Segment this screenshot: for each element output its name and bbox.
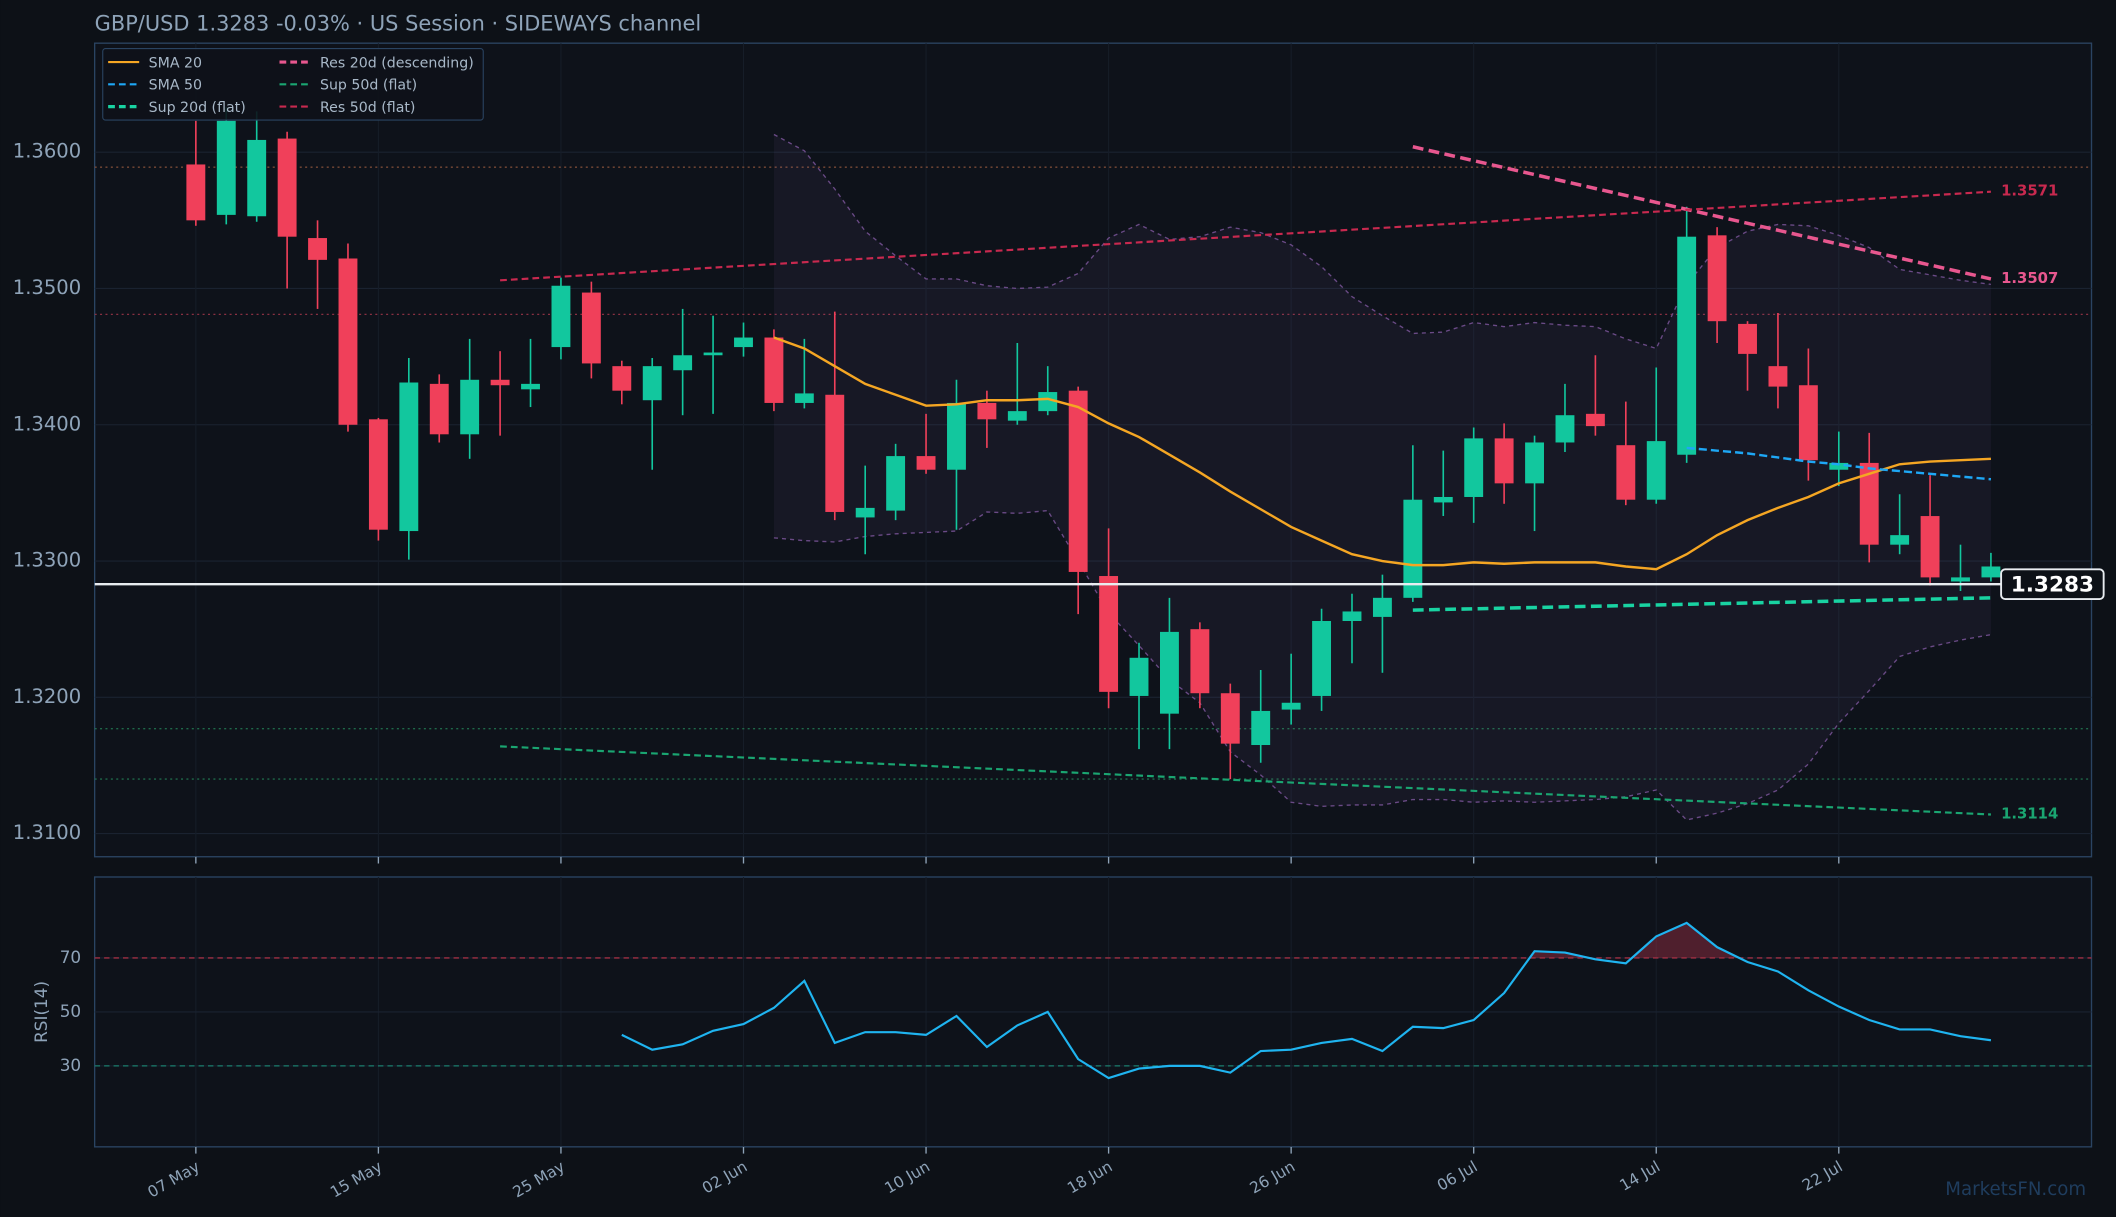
candle-body	[1007, 411, 1027, 421]
candle-body	[186, 164, 206, 221]
candle-body	[460, 379, 480, 435]
overbought-fill	[621, 922, 1991, 958]
y-tick-label: 50	[60, 1001, 81, 1021]
candle-body	[1859, 462, 1879, 545]
candle-body	[1464, 438, 1484, 497]
chart-title: GBP/USD 1.3283 -0.03% · US Session · SID…	[95, 11, 701, 35]
candle-body	[1525, 442, 1544, 484]
y-tick-label: 70	[60, 947, 81, 967]
candle-body	[1433, 496, 1453, 503]
candle-body	[1494, 438, 1514, 484]
candle-body	[551, 285, 571, 348]
y-tick-label: 1.3400	[13, 412, 81, 435]
y-tick-label: 1.3600	[13, 140, 81, 163]
candle-body	[338, 258, 358, 425]
watermark: MarketsFN.com	[1945, 1179, 2086, 1200]
candle-body	[1251, 710, 1271, 746]
candle-body	[399, 382, 419, 532]
candle-body	[642, 366, 662, 401]
trendline	[1412, 145, 1992, 281]
candle-body	[1616, 445, 1636, 500]
candle-body	[977, 402, 997, 420]
candle-body	[1281, 702, 1301, 710]
band-line	[773, 509, 1992, 821]
legend-label: SMA 50	[149, 78, 202, 94]
candle-body	[247, 139, 267, 217]
candle-body	[1798, 385, 1818, 461]
legend-label: Sup 50d (flat)	[320, 78, 417, 94]
trendline	[500, 745, 1991, 816]
candle-body	[308, 238, 327, 260]
rsi-line	[621, 921, 1992, 1080]
candle-body	[1890, 535, 1910, 545]
candle-body	[1951, 577, 1970, 582]
trendline-label: 1.3507	[2001, 270, 2058, 287]
candle-body	[1403, 499, 1423, 598]
trendline	[500, 190, 1991, 282]
last-price-box	[2000, 568, 2105, 600]
candle-body	[1920, 516, 1940, 578]
price-plot	[94, 43, 2092, 857]
trendline-label: 1.3571	[2001, 183, 2058, 200]
y-tick-label: 1.3100	[13, 821, 81, 844]
candle-body	[1738, 323, 1757, 354]
candle-body	[886, 456, 906, 511]
candle-body	[1768, 366, 1788, 387]
candle-body	[429, 383, 449, 435]
candle-body	[1038, 392, 1058, 412]
candle-body	[1068, 390, 1088, 572]
last-price-label: 1.3283	[2011, 573, 2094, 598]
candle-body	[673, 355, 693, 371]
candle-body	[794, 393, 814, 403]
candle-body	[1220, 693, 1240, 744]
price-panel	[93, 42, 2093, 858]
candle-body	[612, 366, 632, 391]
candle-body	[825, 394, 845, 512]
candle-body	[855, 507, 875, 518]
candle-body	[1372, 597, 1392, 617]
candle-body	[1312, 620, 1332, 696]
candle-body	[490, 379, 510, 386]
candle-body	[1099, 576, 1119, 692]
legend-label: SMA 20	[149, 55, 202, 71]
y-tick-label: 1.3200	[13, 685, 81, 708]
rsi-axis-label: RSI(14)	[31, 981, 51, 1043]
candle-body	[581, 292, 601, 364]
y-tick-label: 1.3500	[13, 276, 81, 299]
candle-body	[947, 402, 966, 470]
candle-body	[368, 419, 388, 530]
candle-body	[1342, 611, 1362, 621]
candle-body	[1829, 462, 1849, 470]
legend: SMA 20 SMA 50 Sup 20d (flat) Res 20d (desce…	[102, 48, 484, 121]
legend-label: Res 20d (descending)	[320, 55, 474, 71]
y-tick-label: 1.3300	[13, 549, 81, 572]
candle-body	[1160, 631, 1179, 714]
legend-label: Res 50d (flat)	[320, 100, 415, 116]
candle-body	[764, 337, 784, 403]
candle-body	[216, 120, 236, 215]
candle-body	[734, 337, 753, 348]
candle-body	[1707, 235, 1727, 322]
candle-body	[1555, 415, 1575, 443]
candle-body	[1129, 657, 1149, 696]
candle-body	[277, 138, 297, 237]
candle-body	[521, 383, 540, 390]
candle-body	[1190, 629, 1210, 694]
candle-body	[916, 456, 936, 470]
candle-body	[1585, 413, 1605, 427]
trendline-label: 1.3114	[2001, 806, 2058, 823]
candle-body	[703, 352, 723, 356]
candle-body	[1646, 441, 1666, 500]
indicator-line	[1686, 446, 1992, 481]
candle-body	[1981, 566, 2001, 578]
y-tick-label: 30	[60, 1055, 81, 1075]
indicator-line	[773, 336, 1991, 571]
legend-label: Sup 20d (flat)	[149, 100, 246, 116]
candle-body	[1677, 236, 1697, 455]
